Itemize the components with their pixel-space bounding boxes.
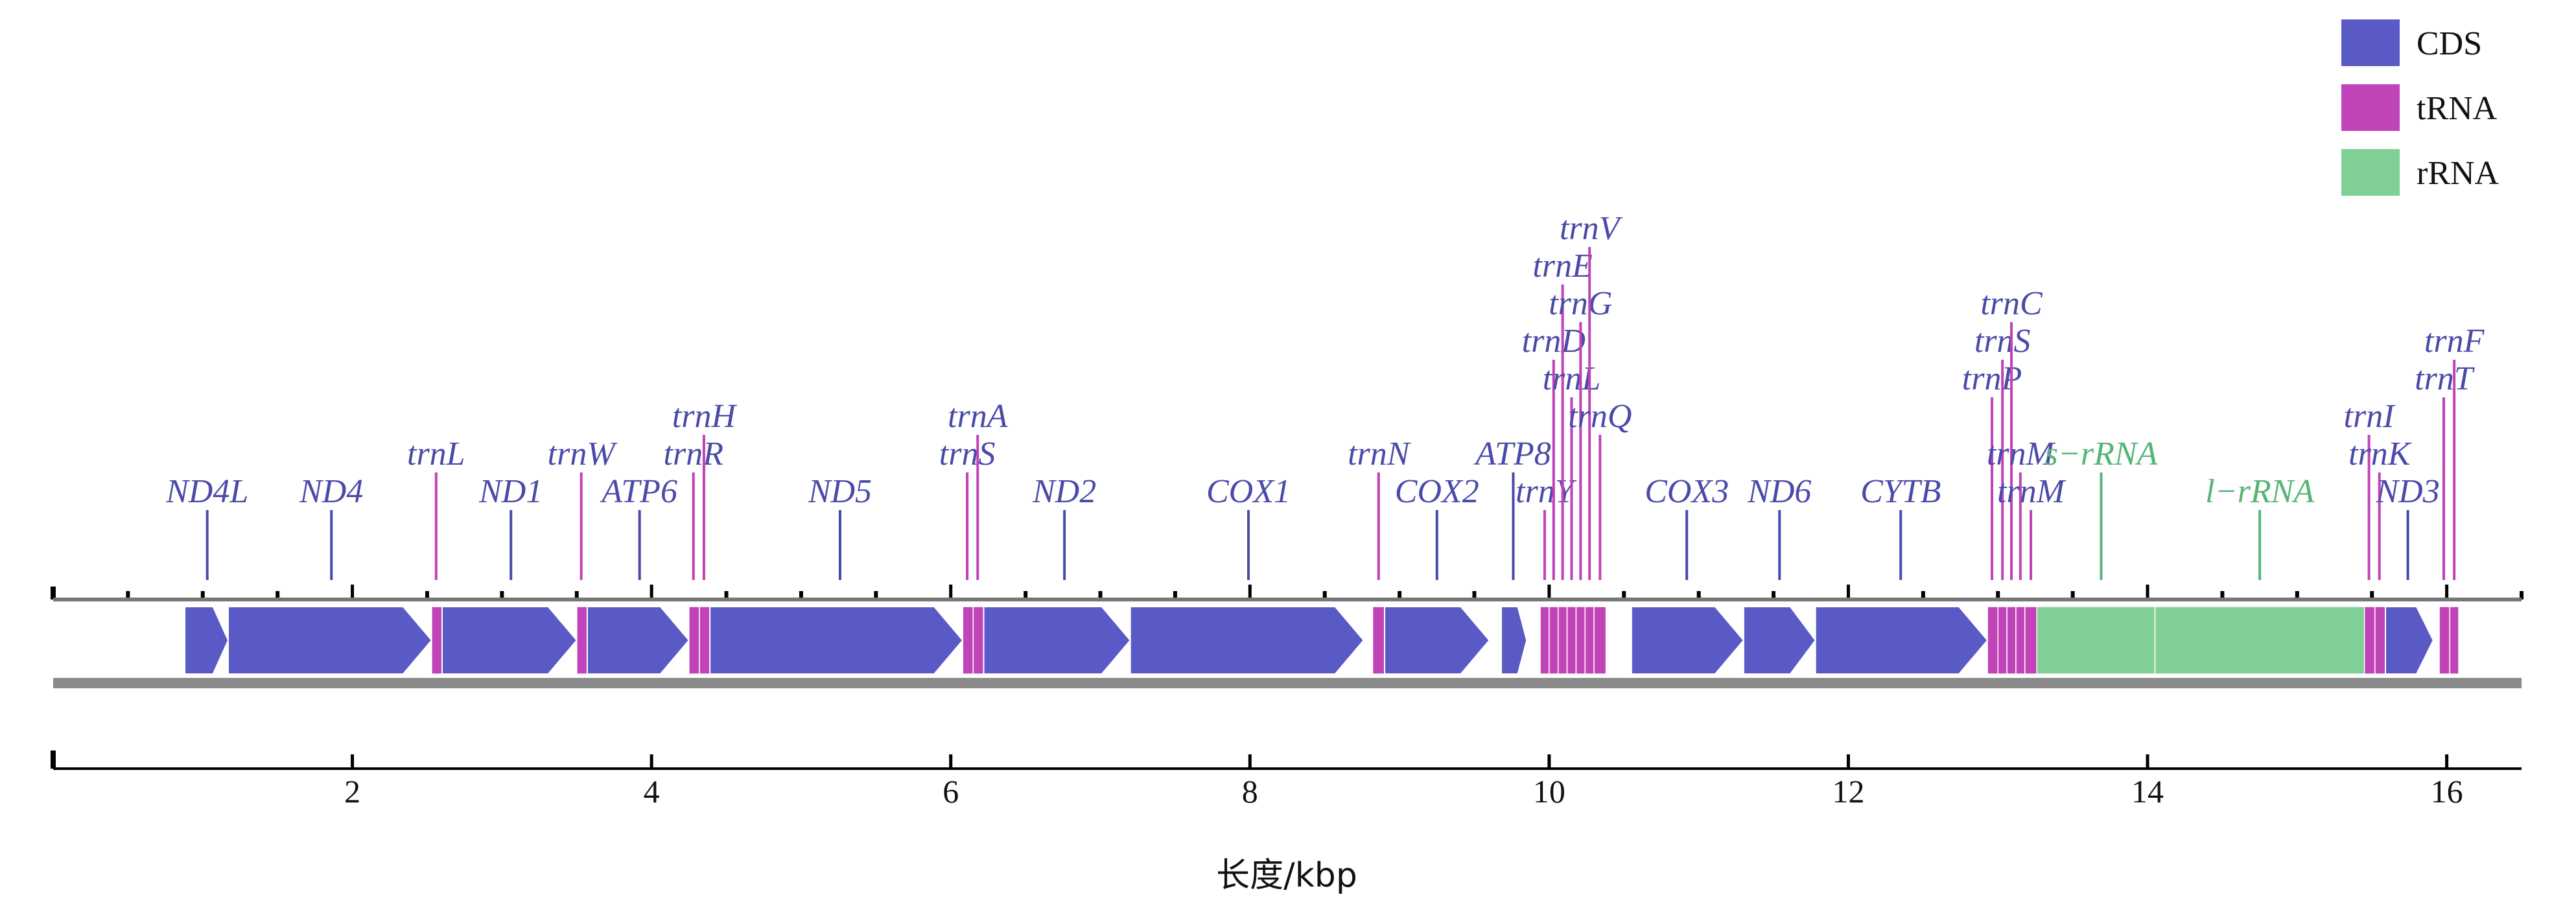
legend-label-trna: tRNA — [2417, 90, 2498, 127]
feature-cox3-23 — [1630, 606, 1745, 675]
feature-trnn-13 — [1372, 606, 1385, 675]
feature-trnl-2 — [431, 606, 443, 675]
feature-trny-16-label: trnY — [1516, 473, 1577, 510]
feature-atp8-15 — [1501, 606, 1528, 675]
feature-nd6-24 — [1742, 606, 1816, 675]
feature-cox2-14-label: COX2 — [1395, 473, 1479, 510]
feature-nd4-1 — [228, 606, 433, 675]
gene-labels: ND4L ND4trnLND1trnWATP6trnRtrnHND5trnStrn… — [165, 210, 2485, 580]
feature-trnq-22 — [1593, 606, 1607, 675]
gene-track — [53, 598, 2522, 688]
legend-swatch-cds — [2341, 19, 2400, 66]
feature-trnr-6 — [688, 606, 700, 675]
feature-trnh-7 — [699, 606, 710, 675]
feature-nd5-8-label: ND5 — [808, 473, 872, 510]
feature-trnl-2-label: trnL — [407, 436, 465, 472]
feature-nd2-11-label: ND2 — [1032, 473, 1096, 510]
feature-nd3-35 — [2384, 606, 2434, 675]
feature-trni-33-label: trnI — [2344, 398, 2396, 435]
track-bottom-rail — [53, 678, 2522, 688]
feature-trna-10 — [972, 606, 985, 675]
feature-cox1-12 — [1129, 606, 1365, 675]
feature-atp6-5-label: ATP6 — [600, 473, 677, 510]
feature-cox1-12-label: COX1 — [1206, 473, 1291, 510]
feature-trny-16 — [1540, 606, 1550, 675]
feature-trnl-19 — [1566, 606, 1577, 675]
feature-l-rrna-32-label: l−rRNA — [2205, 473, 2314, 510]
feature-nd3-35-label: ND3 — [2375, 473, 2439, 510]
feature-trne-18-label: trnE — [1532, 248, 1592, 285]
feature-trnk-34 — [2374, 606, 2386, 675]
feature-nd2-11 — [983, 606, 1131, 675]
feature-trnt-36-label: trnT — [2415, 360, 2475, 397]
legend-swatch-trna — [2341, 84, 2400, 131]
feature-s-rrna-31 — [2036, 606, 2156, 675]
axis-tick-label: 16 — [2431, 773, 2463, 809]
feature-trnl-19-label: trnL — [1543, 360, 1601, 397]
axis-tick-label: 10 — [1533, 773, 1565, 809]
feature-trnr-6-label: trnR — [664, 436, 723, 472]
feature-cox2-14 — [1384, 606, 1490, 675]
feature-trnc-28 — [2006, 606, 2017, 675]
feature-nd1-3-label: ND1 — [478, 473, 543, 510]
feature-trns-27 — [1997, 606, 2008, 675]
feature-cytb-25-label: CYTB — [1860, 473, 1941, 510]
feature-trnq-22-label: trnQ — [1568, 398, 1632, 435]
feature-trns-9 — [962, 606, 974, 675]
legend-label-cds: CDS — [2417, 25, 2482, 62]
track-top-rail — [53, 598, 2522, 601]
feature-trnv-21 — [1584, 606, 1595, 675]
feature-trnt-36 — [2439, 606, 2450, 675]
feature-l-rrna-32 — [2154, 606, 2365, 675]
feature-s-rrna-31-label: s−rRNA — [2045, 436, 2158, 472]
feature-atp8-15-label: ATP8 — [1473, 436, 1551, 472]
axis-tick-label: 8 — [1242, 773, 1258, 809]
axis-tick-label: 4 — [644, 773, 660, 809]
feature-trne-18 — [1557, 606, 1568, 675]
feature-cox3-23-label: COX3 — [1645, 473, 1729, 510]
feature-cytb-25 — [1814, 606, 1989, 675]
feature-trnn-13-label: trnN — [1348, 436, 1412, 472]
feature-trns-9-label: trnS — [939, 436, 996, 472]
top-ruler — [51, 585, 2523, 599]
feature-trnd-17-label: trnD — [1522, 323, 1586, 360]
feature-atp6-5 — [586, 606, 690, 675]
feature-trnh-7-label: trnH — [672, 398, 738, 435]
feature-trna-10-label: trnA — [948, 398, 1008, 435]
length-axis: 2 4 6 8 10 12 14 16 — [51, 750, 2522, 809]
feature-trnm-29-label: trnM — [1987, 436, 2056, 472]
axis-tick-label: 12 — [1832, 773, 1864, 809]
feature-trnm-30 — [2024, 606, 2037, 675]
feature-trnp-26 — [1987, 606, 1998, 675]
feature-trnp-26-label: trnP — [1962, 360, 2022, 397]
feature-nd4l-0-label: ND4L — [165, 473, 248, 510]
feature-nd4l-0 — [184, 606, 229, 675]
axis-tick-label: 6 — [943, 773, 959, 809]
legend-swatch-rrna — [2341, 149, 2400, 196]
feature-nd6-24-label: ND6 — [1747, 473, 1811, 510]
feature-nd4-1-label: ND4 — [299, 473, 363, 510]
feature-nd5-8 — [709, 606, 964, 675]
feature-trnf-37-label: trnF — [2424, 323, 2485, 360]
feature-nd1-3 — [441, 606, 578, 675]
feature-trnc-28-label: trnC — [1980, 285, 2043, 322]
feature-trni-33 — [2363, 606, 2376, 675]
feature-trnm-30-label: trnM — [1997, 473, 2067, 510]
legend: CDS tRNA rRNA — [2341, 19, 2500, 196]
feature-trnw-4-label: trnW — [548, 436, 618, 472]
axis-title: 长度/kbp — [1216, 856, 1357, 895]
legend-label-rrna: rRNA — [2417, 155, 2500, 192]
feature-trnf-37 — [2449, 606, 2459, 675]
feature-trnm-29 — [2015, 606, 2026, 675]
axis-tick-label: 2 — [344, 773, 360, 809]
feature-trnk-34-label: trnK — [2348, 436, 2412, 472]
feature-trns-27-label: trnS — [1974, 323, 2031, 360]
feature-trnw-4 — [576, 606, 588, 675]
feature-trng-20 — [1575, 606, 1586, 675]
feature-trng-20-label: trnG — [1549, 285, 1612, 322]
feature-trnd-17 — [1549, 606, 1559, 675]
axis-tick-label: 14 — [2131, 773, 2164, 809]
feature-trnv-21-label: trnV — [1560, 210, 1623, 247]
